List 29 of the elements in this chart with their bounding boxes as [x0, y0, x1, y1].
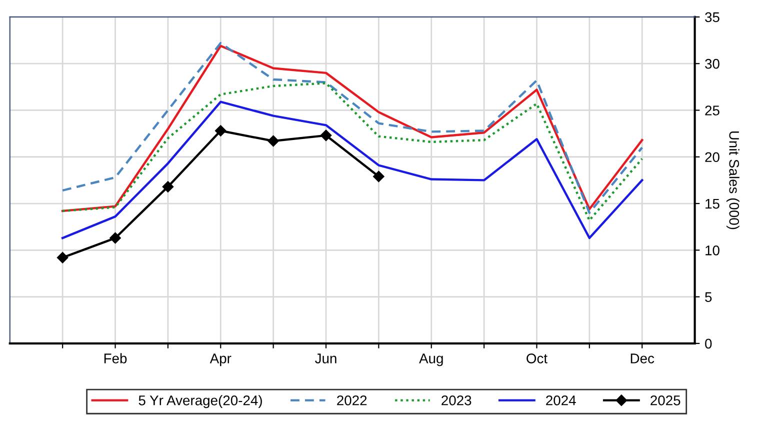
x-tick-label: Jun — [315, 354, 336, 364]
x-tick-label: Feb — [104, 353, 127, 364]
y-tick-label: 5 — [705, 292, 712, 302]
y-tick-label: 30 — [705, 58, 720, 69]
y-axis-title: Unit Sales (000) — [726, 131, 740, 230]
point — [320, 130, 332, 142]
y-tick-label: 0 — [705, 338, 712, 349]
legend-label: 2023 — [442, 395, 472, 406]
y-tick-label: 35 — [705, 12, 720, 22]
point — [215, 125, 226, 136]
x-tick-label: Apr — [210, 354, 232, 366]
point — [110, 232, 121, 244]
point — [373, 170, 384, 182]
legend-label: 2025 — [650, 395, 680, 406]
y-tick-label: 25 — [705, 106, 720, 116]
x-tick-label: Oct — [526, 354, 548, 364]
y-tick-label: 10 — [706, 245, 720, 256]
y-tick-label: 15 — [706, 198, 720, 209]
x-tick-label: Aug — [419, 354, 443, 366]
line-series — [61, 82, 644, 222]
line-series — [61, 100, 644, 240]
point — [56, 252, 68, 264]
point — [162, 181, 174, 192]
legend-label: 5 Yr Average(20-24) — [138, 395, 262, 408]
point — [268, 135, 279, 147]
legend-label: 2022 — [337, 395, 367, 406]
legend-label: 2024 — [546, 395, 576, 406]
x-tick-label: Dec — [630, 354, 654, 364]
y-tick-label: 20 — [705, 152, 720, 162]
